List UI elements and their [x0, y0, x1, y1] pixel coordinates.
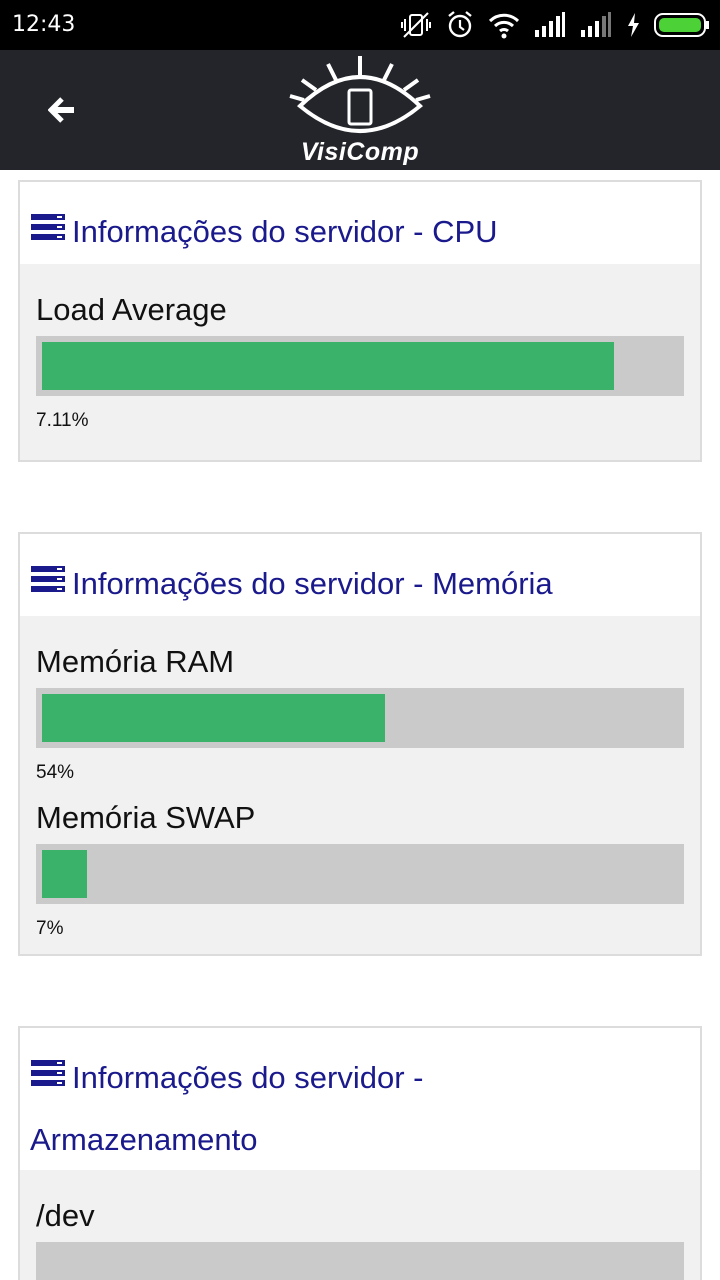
status-bar: 12:43	[0, 0, 720, 50]
status-time: 12:43	[12, 12, 76, 37]
metric-value: 54%	[36, 761, 75, 783]
server-icon	[30, 201, 66, 261]
server-icon	[30, 553, 66, 613]
back-button[interactable]	[40, 88, 84, 132]
metric-value: 7.11%	[36, 409, 89, 431]
metric-label: Load Average	[36, 291, 227, 327]
progress-bar	[36, 687, 684, 748]
card-title-line2: Armazenamento	[30, 1121, 258, 1157]
progress-fill	[42, 693, 385, 742]
card-body: Load Average 7.11%	[20, 264, 700, 432]
app-header: VisiComp	[0, 50, 720, 170]
progress-fill	[42, 341, 614, 390]
status-icons	[400, 10, 710, 40]
storage-card: Informações do servidor - Armazenamento …	[18, 1026, 702, 1280]
card-header: Informações do servidor - CPU	[20, 182, 700, 264]
card-title-line1: Informações do servidor -	[72, 1060, 424, 1095]
card-body: Memória RAM 54% Memória SWAP 7%	[20, 616, 700, 940]
server-icon	[30, 1047, 66, 1107]
memory-card: Informações do servidor - Memória Memóri…	[18, 532, 702, 956]
card-title: Informações do servidor - CPU	[72, 214, 498, 249]
eye-logo-icon	[289, 56, 431, 133]
scroll-content[interactable]: Informações do servidor - CPU Load Avera…	[0, 170, 720, 1280]
back-arrow-icon	[48, 97, 74, 123]
cpu-card: Informações do servidor - CPU Load Avera…	[18, 180, 702, 462]
metric-label: /dev	[36, 1197, 95, 1233]
alarm-icon	[448, 11, 472, 38]
wifi-icon	[488, 13, 520, 39]
charging-icon	[628, 13, 639, 37]
card-title: Informações do servidor - Memória	[72, 566, 553, 601]
progress-bar	[36, 843, 684, 904]
battery-icon	[654, 13, 709, 37]
vibrate-off-icon	[401, 12, 431, 38]
card-header: Informações do servidor - Armazenamento	[20, 1028, 700, 1170]
progress-bar	[36, 335, 684, 396]
card-header: Informações do servidor - Memória	[20, 534, 700, 616]
signal-icon	[581, 12, 611, 37]
visicomp-logo: VisiComp	[282, 52, 438, 170]
logo-text: VisiComp	[300, 138, 420, 166]
progress-fill	[42, 849, 87, 898]
signal-icon	[535, 12, 565, 37]
metric-label: Memória SWAP	[36, 799, 256, 835]
metric-value: 7%	[36, 917, 64, 939]
metric-label: Memória RAM	[36, 643, 235, 679]
progress-bar	[36, 1241, 684, 1280]
card-body: /dev	[20, 1170, 700, 1280]
